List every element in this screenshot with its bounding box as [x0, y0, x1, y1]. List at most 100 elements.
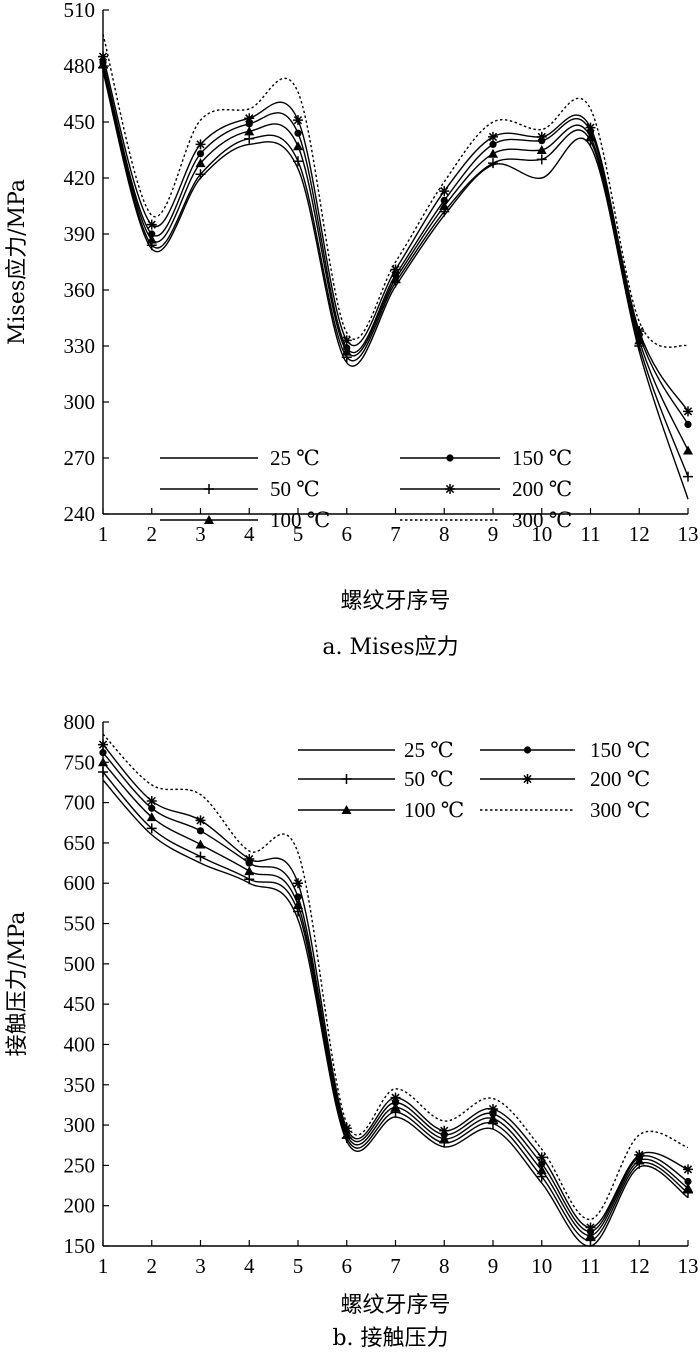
legend-label: 200 ℃: [590, 767, 650, 791]
data-point: [146, 219, 157, 230]
data-point: [293, 878, 303, 889]
y-axis-label: 接触压力/MPa: [5, 912, 30, 1057]
data-point: [244, 854, 255, 865]
legend-marker: [446, 454, 454, 462]
data-point: [244, 126, 255, 136]
series-line: [102, 63, 689, 451]
x-tick-label: 12: [629, 1254, 650, 1278]
legend-entry: 25 ℃: [160, 446, 320, 470]
legend-label: 150 ℃: [590, 738, 650, 762]
data-point: [683, 1164, 693, 1175]
x-tick-label: 2: [147, 1254, 158, 1278]
data-point: [293, 141, 303, 151]
y-tick-label: 750: [64, 750, 96, 774]
x-tick-label: 1: [98, 522, 109, 546]
x-tick-label: 4: [244, 522, 255, 546]
data-point: [488, 1113, 498, 1123]
data-point: [195, 139, 206, 150]
y-tick-label: 400: [64, 1032, 96, 1056]
y-tick-label: 500: [64, 952, 96, 976]
legend-label: 50 ℃: [404, 767, 454, 791]
data-point: [634, 326, 645, 337]
data-point: [146, 234, 157, 244]
x-tick-label: 6: [342, 1254, 353, 1278]
series-50C: [98, 766, 693, 1246]
data-point: [98, 766, 108, 777]
x-tick-label: 5: [293, 522, 304, 546]
x-tick-label: 1: [98, 1254, 109, 1278]
x-axis-label: 螺纹牙序号: [340, 1293, 450, 1318]
legend-marker: [341, 805, 352, 814]
series-line: [102, 752, 689, 1233]
legend-entry: 200 ℃: [480, 767, 650, 791]
y-tick-label: 650: [64, 831, 96, 855]
data-point: [98, 757, 108, 767]
series-line: [102, 744, 689, 1229]
y-tick-label: 420: [64, 166, 96, 190]
data-point: [343, 344, 351, 352]
legend-label: 25 ℃: [270, 446, 320, 470]
x-tick-label: 11: [580, 1254, 600, 1278]
data-point: [390, 1102, 401, 1112]
x-tick-label: 13: [678, 1254, 699, 1278]
y-tick-label: 270: [64, 446, 96, 470]
data-point: [148, 230, 156, 238]
y-tick-label: 800: [64, 710, 96, 734]
x-tick-label: 12: [629, 522, 650, 546]
data-point: [488, 131, 498, 142]
data-point: [294, 893, 302, 901]
data-point: [440, 196, 448, 204]
data-point: [341, 335, 352, 346]
x-tick-label: 7: [390, 1254, 401, 1278]
data-point: [585, 1222, 596, 1233]
legend-entry: 150 ℃: [400, 446, 572, 470]
legend-label: 50 ℃: [270, 477, 320, 501]
data-point: [341, 1123, 352, 1134]
data-point: [439, 201, 450, 210]
data-point: [244, 866, 255, 876]
legend-entry: 300 ℃: [400, 508, 572, 532]
y-tick-label: 510: [64, 0, 96, 22]
x-tick-label: 10: [531, 522, 552, 546]
x-tick-label: 8: [439, 1254, 450, 1278]
y-tick-label: 700: [64, 791, 96, 815]
y-tick-label: 300: [64, 1113, 96, 1137]
chart-caption: b. 接触压力: [332, 1326, 448, 1351]
x-tick-label: 10: [531, 1254, 552, 1278]
x-tick-label: 11: [580, 522, 600, 546]
data-point: [196, 827, 205, 835]
data-point: [536, 131, 547, 142]
data-point: [489, 140, 497, 148]
y-tick-label: 350: [64, 1073, 96, 1097]
series-line: [102, 34, 689, 348]
data-point: [684, 420, 692, 428]
data-point: [488, 158, 498, 169]
y-tick-label: 150: [64, 1234, 96, 1258]
legend-marker: [522, 774, 533, 784]
legend-entry: 150 ℃: [480, 738, 650, 762]
x-tick-label: 5: [293, 1254, 304, 1278]
legend-marker: [204, 484, 214, 494]
data-point: [99, 749, 107, 757]
data-point: [538, 1160, 546, 1168]
series-200C: [98, 51, 693, 417]
data-point: [146, 796, 157, 807]
y-tick-label: 450: [64, 110, 96, 134]
data-point: [683, 406, 693, 417]
y-tick-label: 550: [64, 912, 96, 936]
legend-entry: 100 ℃: [298, 798, 464, 822]
data-point: [390, 264, 401, 275]
series-line: [102, 761, 689, 1237]
data-point: [439, 1125, 450, 1136]
legend-label: 300 ℃: [512, 508, 572, 532]
data-point: [196, 150, 205, 158]
series-300C: [102, 733, 689, 1221]
x-tick-label: 9: [488, 1254, 499, 1278]
series-100C: [98, 59, 693, 455]
legend-marker: [523, 746, 532, 754]
data-point: [390, 1092, 401, 1103]
legend-marker: [445, 484, 455, 494]
data-point: [683, 471, 693, 482]
data-point: [488, 148, 498, 158]
legend-label: 200 ℃: [512, 477, 572, 501]
